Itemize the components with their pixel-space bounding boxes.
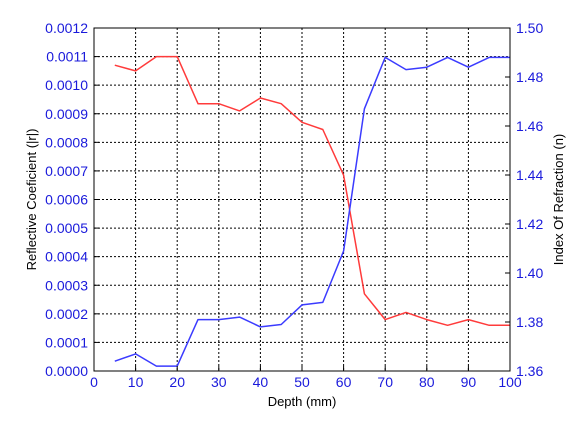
tick-labels: 0 10 20 30 40 50 60 70 80 90 100 0.0000 0.0001 0.0002… bbox=[45, 20, 543, 390]
left-tick-label-0.0002: 0.0002 bbox=[45, 306, 88, 322]
left-tick-label-0.0007: 0.0007 bbox=[45, 163, 88, 179]
x-tick-label-0: 0 bbox=[90, 374, 98, 390]
left-tick-label-0.0000: 0.0000 bbox=[45, 363, 88, 379]
series-lines bbox=[114, 55, 511, 367]
x-tick-label-70: 70 bbox=[377, 374, 393, 390]
right-y-axis-title: Index Of Refraction (n) bbox=[551, 134, 566, 266]
gridlines bbox=[94, 28, 510, 371]
x-tick-label-60: 60 bbox=[336, 374, 352, 390]
left-tick-label-0.0012: 0.0012 bbox=[45, 20, 88, 36]
x-tick-label-50: 50 bbox=[294, 374, 310, 390]
left-tick-label-0.0003: 0.0003 bbox=[45, 277, 88, 293]
right-tick-label-1.40: 1.40 bbox=[516, 265, 543, 281]
left-tick-label-0.0011: 0.0011 bbox=[46, 49, 88, 65]
right-tick-label-1.46: 1.46 bbox=[516, 118, 543, 134]
x-tick-label-100: 100 bbox=[498, 374, 522, 390]
x-tick-label-20: 20 bbox=[169, 374, 185, 390]
right-tick-label-1.50: 1.50 bbox=[516, 20, 543, 36]
x-tick-label-90: 90 bbox=[461, 374, 477, 390]
x-tick-label-10: 10 bbox=[128, 374, 144, 390]
x-tick-label-80: 80 bbox=[419, 374, 435, 390]
left-tick-label-0.0010: 0.0010 bbox=[45, 77, 88, 93]
left-tick-label-0.0006: 0.0006 bbox=[45, 192, 88, 208]
right-tick-label-1.42: 1.42 bbox=[516, 216, 543, 232]
right-tick-label-1.36: 1.36 bbox=[516, 363, 543, 379]
right-tick-label-1.44: 1.44 bbox=[516, 167, 543, 183]
x-tick-label-30: 30 bbox=[211, 374, 227, 390]
series-line-right-axis bbox=[114, 56, 510, 367]
x-axis-title: Depth (mm) bbox=[268, 394, 337, 409]
right-tick-label-1.38: 1.38 bbox=[516, 314, 543, 330]
left-tick-label-0.0009: 0.0009 bbox=[45, 106, 88, 122]
right-tick-label-1.48: 1.48 bbox=[516, 69, 543, 85]
left-tick-label-0.0001: 0.0001 bbox=[45, 334, 88, 350]
left-tick-label-0.0004: 0.0004 bbox=[45, 249, 88, 265]
x-tick-label-40: 40 bbox=[253, 374, 269, 390]
left-tick-label-0.0008: 0.0008 bbox=[45, 134, 88, 150]
series-line-left-axis bbox=[114, 55, 510, 327]
left-y-axis-title: Reflective Coeficient (|r|) bbox=[24, 129, 39, 271]
left-tick-label-0.0005: 0.0005 bbox=[45, 220, 88, 236]
